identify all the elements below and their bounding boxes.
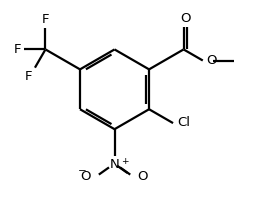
Text: +: + — [121, 157, 129, 166]
Text: F: F — [42, 13, 49, 26]
Text: F: F — [14, 43, 21, 56]
Text: O: O — [207, 54, 217, 67]
Text: Cl: Cl — [177, 116, 190, 129]
Text: N: N — [110, 158, 119, 171]
Text: −: − — [78, 166, 87, 176]
Text: O: O — [137, 170, 148, 183]
Text: O: O — [80, 170, 90, 183]
Text: F: F — [25, 70, 33, 83]
Text: O: O — [180, 11, 190, 25]
